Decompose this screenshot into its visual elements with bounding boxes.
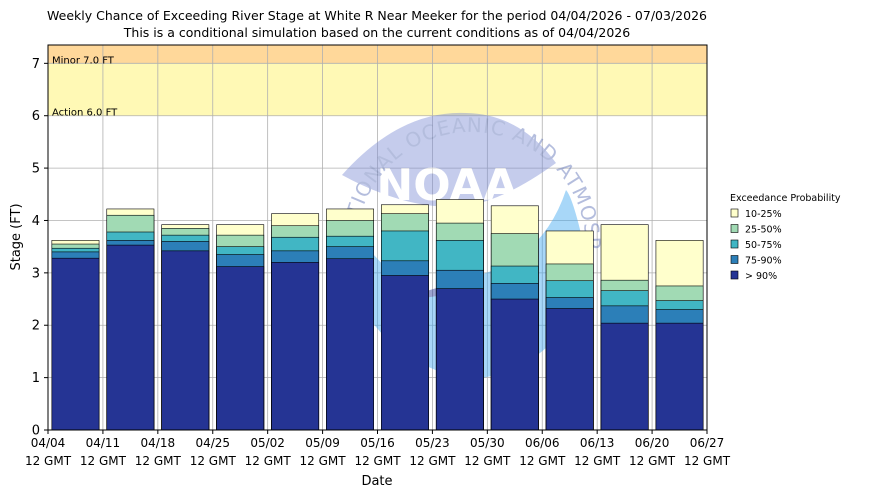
noaa-logo-upper-shape: [342, 112, 556, 207]
y-tick-label-6: 6: [32, 109, 40, 124]
x-tick-label-time-6: 12 GMT: [354, 454, 401, 468]
y-tick-label-3: 3: [32, 266, 40, 281]
x-tick-label-time-11: 12 GMT: [629, 454, 676, 468]
action-threshold-label: Action 6.0 FT: [52, 108, 118, 119]
bar--90--04-25: [216, 266, 265, 431]
x-tick-label-date-1: 04/11: [86, 436, 121, 450]
bar--90--05-30: [490, 298, 539, 431]
legend-swatch-0: [730, 208, 739, 218]
x-tick-label-time-5: 12 GMT: [300, 454, 347, 468]
x-tick-label-time-3: 12 GMT: [190, 454, 237, 468]
y-tick-label-5: 5: [32, 162, 40, 177]
x-tick-label-time-12: 12 GMT: [684, 454, 731, 468]
bar--90--05-09: [326, 258, 374, 431]
chart-title: Weekly Chance of Exceeding River Stage a…: [47, 8, 707, 23]
bar--90--05-02: [271, 262, 320, 431]
x-tick-label-time-1: 12 GMT: [80, 454, 127, 468]
bar--90--05-23: [435, 288, 484, 431]
x-tick-label-date-2: 04/18: [141, 436, 176, 450]
x-tick-label-date-4: 05/02: [250, 436, 285, 450]
x-tick-label-time-10: 12 GMT: [574, 454, 621, 468]
bar--90--04-04: [51, 257, 100, 431]
x-tick-label-time-0: 12 GMT: [25, 454, 72, 468]
x-tick-label-time-2: 12 GMT: [135, 454, 182, 468]
bar--90--05-16: [381, 275, 429, 431]
x-tick-label-date-10: 06/13: [580, 436, 615, 450]
bar--90--06-20: [655, 322, 704, 431]
legend-label-1: 25-50%: [745, 225, 782, 236]
x-tick-label-time-7: 12 GMT: [409, 454, 456, 468]
legend: Exceedance Probability 10-25% 25-50% 50-75…: [730, 193, 841, 282]
legend-swatch-4: [730, 270, 739, 280]
plot-area: NOAA NATIONAL OCEANIC AND ATMOSPHERIC AD…: [0, 0, 708, 431]
y-tick-label-4: 4: [32, 214, 40, 229]
x-tick-label-date-0: 04/04: [31, 436, 66, 450]
y-axis: 0 1 2 3 4 5 6 7: [32, 57, 48, 439]
x-tick-label-time-9: 12 GMT: [519, 454, 566, 468]
y-tick-label-0: 0: [32, 424, 40, 439]
y-tick-label-2: 2: [32, 319, 40, 334]
x-tick-label-time-8: 12 GMT: [464, 454, 511, 468]
x-tick-label-date-8: 05/30: [470, 436, 505, 450]
legend-label-0: 10-25%: [745, 209, 782, 220]
legend-label-4: > 90%: [745, 271, 777, 282]
y-axis-label: Stage (FT): [9, 203, 24, 270]
x-tick-label-time-4: 12 GMT: [245, 454, 292, 468]
legend-swatch-3: [730, 255, 739, 264]
x-tick-label-date-6: 05/16: [360, 436, 395, 450]
y-tick-label-1: 1: [32, 371, 40, 386]
x-axis: 04/04 12 GMT 04/11 12 GMT 04/18 12 GMT 04/25 12…: [25, 430, 731, 468]
chart-subtitle: This is a conditional simulation based o…: [123, 25, 630, 40]
legend-title: Exceedance Probability: [730, 193, 841, 204]
bar--90--06-13: [600, 322, 649, 431]
x-tick-label-date-7: 05/23: [415, 436, 450, 450]
bar--90--04-11: [106, 244, 155, 431]
x-axis-label: Date: [361, 474, 392, 489]
x-tick-label-date-9: 06/06: [525, 436, 560, 450]
x-tick-label-date-11: 06/20: [635, 436, 670, 450]
legend-swatch-1: [730, 224, 739, 233]
x-tick-label-date-3: 04/25: [195, 436, 230, 450]
x-tick-label-date-5: 05/09: [305, 436, 340, 450]
y-tick-label-7: 7: [32, 57, 40, 72]
legend-label-2: 50-75%: [745, 240, 782, 251]
legend-swatch-2: [730, 239, 739, 249]
x-tick-label-date-12: 06/27: [690, 436, 725, 450]
legend-label-3: 75-90%: [745, 256, 782, 267]
minor-threshold-label: Minor 7.0 FT: [52, 56, 115, 67]
bar--90--04-18: [161, 250, 210, 431]
bar--90--06-06: [545, 308, 594, 431]
bar-series: [51, 199, 704, 431]
